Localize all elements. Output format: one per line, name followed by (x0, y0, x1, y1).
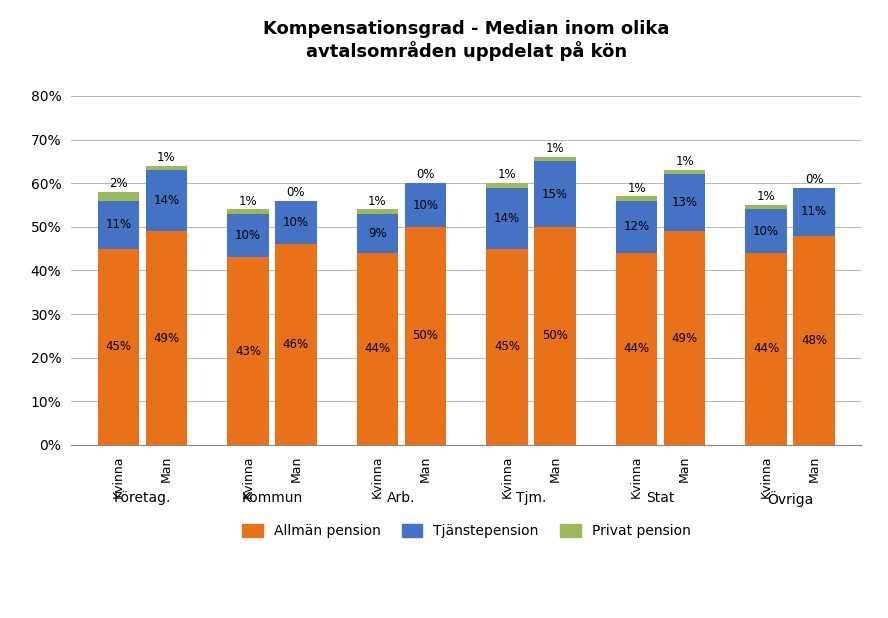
Bar (275, 244, 316, 445)
Bar (98, 192, 139, 201)
Bar (535, 157, 575, 161)
Bar (663, 170, 705, 174)
Text: Kommun: Kommun (242, 491, 303, 505)
Text: 1%: 1% (545, 142, 564, 155)
Text: Man: Man (160, 456, 173, 482)
Text: Kvinna: Kvinna (759, 456, 773, 498)
Text: Övriga: Övriga (767, 491, 813, 507)
Text: 12%: 12% (623, 221, 650, 234)
Text: Kvinna: Kvinna (242, 456, 254, 498)
Text: 1%: 1% (627, 182, 646, 195)
Text: 1%: 1% (157, 151, 176, 164)
Bar (146, 231, 187, 445)
Text: 13%: 13% (671, 197, 697, 210)
Bar (275, 201, 316, 244)
Text: 49%: 49% (671, 332, 698, 345)
Text: 44%: 44% (364, 342, 391, 355)
Legend: Allmän pension, Tjänstepension, Privat pension: Allmän pension, Tjänstepension, Privat p… (236, 519, 696, 544)
Bar (745, 210, 787, 253)
Bar (487, 188, 527, 248)
Text: Arb.: Arb. (387, 491, 416, 505)
Text: 50%: 50% (412, 329, 439, 342)
Text: Kvinna: Kvinna (112, 456, 125, 498)
Bar (227, 214, 268, 257)
Text: 0%: 0% (805, 173, 823, 186)
Text: 2%: 2% (109, 177, 128, 190)
Text: 48%: 48% (801, 334, 827, 347)
Bar (146, 166, 187, 170)
Bar (146, 170, 187, 231)
Text: Kvinna: Kvinna (371, 456, 384, 498)
Text: 1%: 1% (239, 195, 258, 208)
Text: 1%: 1% (369, 195, 387, 208)
Text: 1%: 1% (497, 169, 516, 182)
Text: 1%: 1% (675, 155, 694, 168)
Text: Kvinna: Kvinna (630, 456, 643, 498)
Bar (616, 253, 657, 445)
Text: 44%: 44% (623, 342, 650, 355)
Bar (405, 227, 446, 445)
Text: 45%: 45% (106, 341, 131, 353)
Bar (793, 235, 835, 445)
Title: Kompensationsgrad - Median inom olika
avtalsområden uppdelat på kön: Kompensationsgrad - Median inom olika av… (263, 20, 670, 62)
Text: Man: Man (549, 456, 561, 482)
Bar (227, 210, 268, 214)
Text: 0%: 0% (287, 186, 305, 199)
Text: 0%: 0% (416, 169, 434, 182)
Text: 43%: 43% (235, 345, 261, 358)
Bar (98, 201, 139, 248)
Text: 45%: 45% (494, 341, 520, 353)
Bar (357, 253, 398, 445)
Text: Man: Man (289, 456, 302, 482)
Bar (535, 227, 575, 445)
Text: Företag.: Företag. (114, 491, 171, 505)
Text: Man: Man (678, 456, 691, 482)
Bar (663, 174, 705, 231)
Text: 14%: 14% (494, 211, 520, 224)
Text: 44%: 44% (753, 342, 779, 355)
Bar (98, 248, 139, 445)
Bar (487, 183, 527, 188)
Text: 10%: 10% (282, 216, 309, 229)
Text: 11%: 11% (801, 205, 827, 218)
Text: Man: Man (807, 456, 821, 482)
Text: 11%: 11% (106, 218, 131, 231)
Bar (616, 201, 657, 253)
Text: Kvinna: Kvinna (501, 456, 513, 498)
Text: Tjm.: Tjm. (516, 491, 546, 505)
Bar (663, 231, 705, 445)
Text: 1%: 1% (757, 190, 775, 203)
Text: 14%: 14% (154, 194, 179, 207)
Bar (535, 161, 575, 227)
Bar (793, 188, 835, 235)
Text: 50%: 50% (542, 329, 568, 342)
Text: Stat: Stat (646, 491, 675, 505)
Text: 15%: 15% (542, 188, 568, 201)
Bar (357, 210, 398, 214)
Text: 9%: 9% (369, 227, 387, 240)
Bar (616, 197, 657, 201)
Bar (357, 214, 398, 253)
Text: 10%: 10% (753, 225, 779, 238)
Text: 10%: 10% (235, 229, 261, 242)
Bar (487, 248, 527, 445)
Bar (745, 253, 787, 445)
Text: 10%: 10% (412, 198, 439, 211)
Bar (745, 205, 787, 210)
Bar (227, 257, 268, 445)
Text: Man: Man (419, 456, 432, 482)
Text: 46%: 46% (282, 338, 309, 351)
Text: 49%: 49% (154, 332, 179, 345)
Bar (405, 183, 446, 227)
